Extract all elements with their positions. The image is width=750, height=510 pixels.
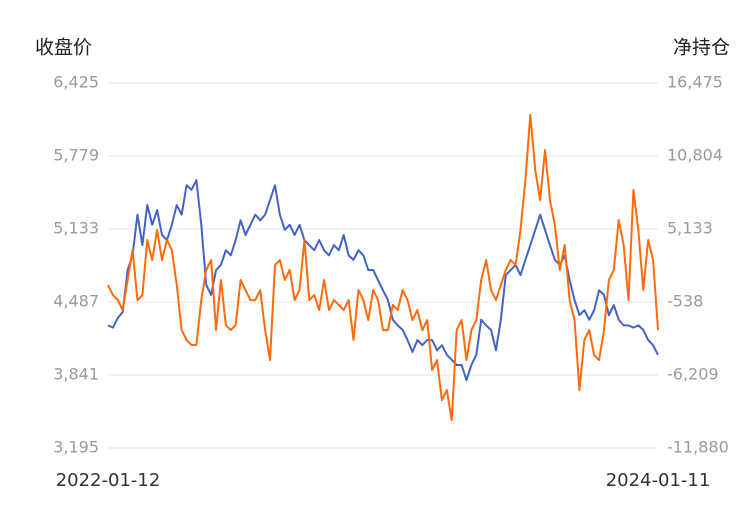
y-tick-label: 3,841 [53,365,99,384]
y-axis-label: 收盘价 [35,37,92,59]
y2-tick-label: 5,133 [667,219,713,238]
series-line [107,179,659,382]
y-tick-label: 5,133 [53,219,99,238]
y2-tick-label: 10,804 [667,146,723,165]
y2-tick-label: -11,880 [667,438,729,457]
series-line [107,113,659,422]
y-tick-label: 3,195 [53,438,99,457]
y2-tick-label: -538 [667,292,703,311]
x-tick-label: 2022-01-12 [56,470,161,491]
y-tick-label: 4,487 [53,292,99,311]
y-tick-label: 6,425 [53,73,99,92]
y2-tick-label: -6,209 [667,365,719,384]
x-tick-label: 2024-01-11 [606,470,711,491]
y2-axis-label: 净持仓 [673,37,730,59]
y2-tick-label: 16,475 [667,73,723,92]
y-tick-label: 5,779 [53,146,99,165]
